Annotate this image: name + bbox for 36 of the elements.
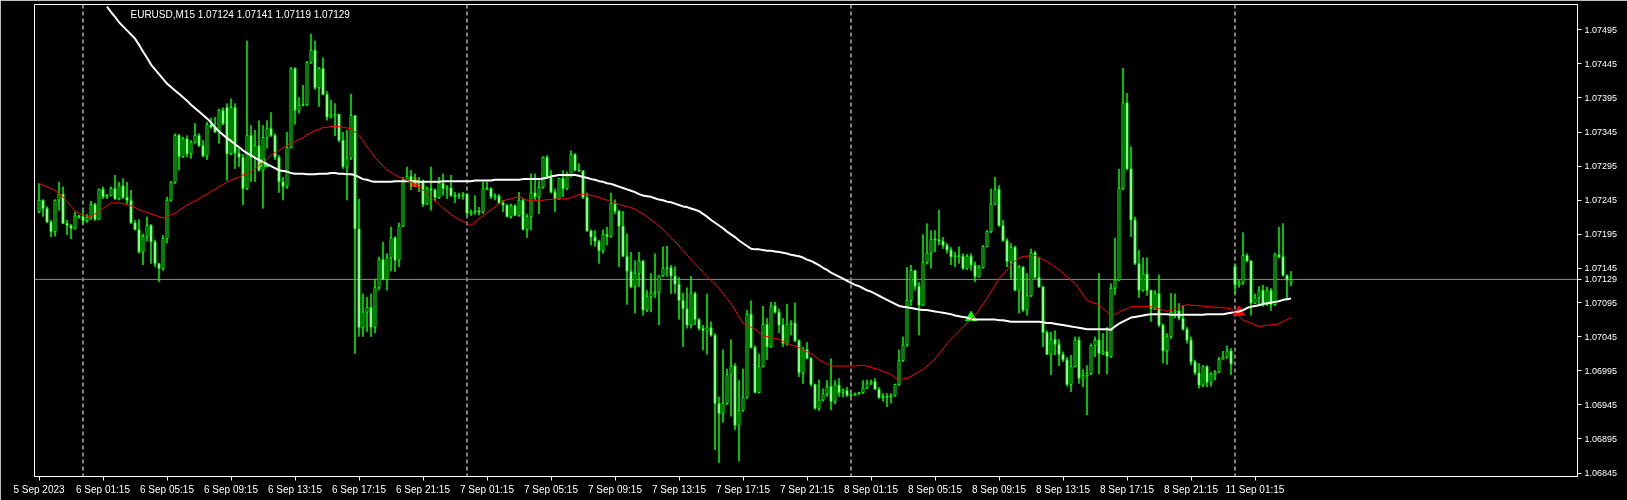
y-tick-label: 1.07145 <box>1584 263 1618 274</box>
x-tick-label: 7 Sep 13:15 <box>652 483 707 495</box>
y-tick-label: 1.06845 <box>1584 468 1618 479</box>
y-tick-label: 1.07095 <box>1584 297 1618 308</box>
x-tick-label: 8 Sep 13:15 <box>1036 483 1091 495</box>
x-tick-label: 8 Sep 05:15 <box>908 483 963 495</box>
y-tick-label: 1.06895 <box>1584 433 1618 444</box>
x-tick-label: 6 Sep 01:15 <box>76 483 131 495</box>
y-tick-label: 1.07045 <box>1584 331 1618 342</box>
x-tick-label: 6 Sep 05:15 <box>140 483 195 495</box>
x-tick-label: 8 Sep 01:15 <box>844 483 899 495</box>
x-tick-label: 7 Sep 01:15 <box>460 483 515 495</box>
y-tick-label: 1.07495 <box>1584 24 1618 35</box>
x-tick-label: 8 Sep 17:15 <box>1100 483 1155 495</box>
x-tick-label: 5 Sep 2023 <box>13 483 66 495</box>
y-tick-label: 1.06995 <box>1584 365 1618 376</box>
y-tick-label: 1.07295 <box>1584 161 1618 172</box>
y-tick-label: 1.07395 <box>1584 92 1618 103</box>
x-tick-label: 7 Sep 05:15 <box>524 483 579 495</box>
ref-line-label: 1.07129 <box>1584 274 1618 285</box>
chart-title: EURUSD,M15 1.07124 1.07141 1.07119 1.07129 <box>130 8 351 20</box>
x-tick-label: 7 Sep 09:15 <box>588 483 643 495</box>
y-tick-label: 1.06945 <box>1584 399 1618 410</box>
x-tick-label: 6 Sep 13:15 <box>268 483 323 495</box>
x-tick-label: 8 Sep 21:15 <box>1164 483 1219 495</box>
y-tick-label: 1.07195 <box>1584 229 1618 240</box>
y-tick-label: 1.07345 <box>1584 127 1618 138</box>
x-tick-label: 6 Sep 17:15 <box>332 483 387 495</box>
x-tick-label: 6 Sep 09:15 <box>204 483 259 495</box>
x-tick-label: 6 Sep 21:15 <box>396 483 451 495</box>
x-tick-label: 11 Sep 01:15 <box>1225 483 1285 495</box>
y-tick-label: 1.07445 <box>1584 58 1618 69</box>
y-tick-label: 1.07245 <box>1584 195 1618 206</box>
x-tick-label: 7 Sep 17:15 <box>716 483 771 495</box>
x-tick-label: 7 Sep 21:15 <box>780 483 835 495</box>
x-tick-label: 8 Sep 09:15 <box>972 483 1027 495</box>
